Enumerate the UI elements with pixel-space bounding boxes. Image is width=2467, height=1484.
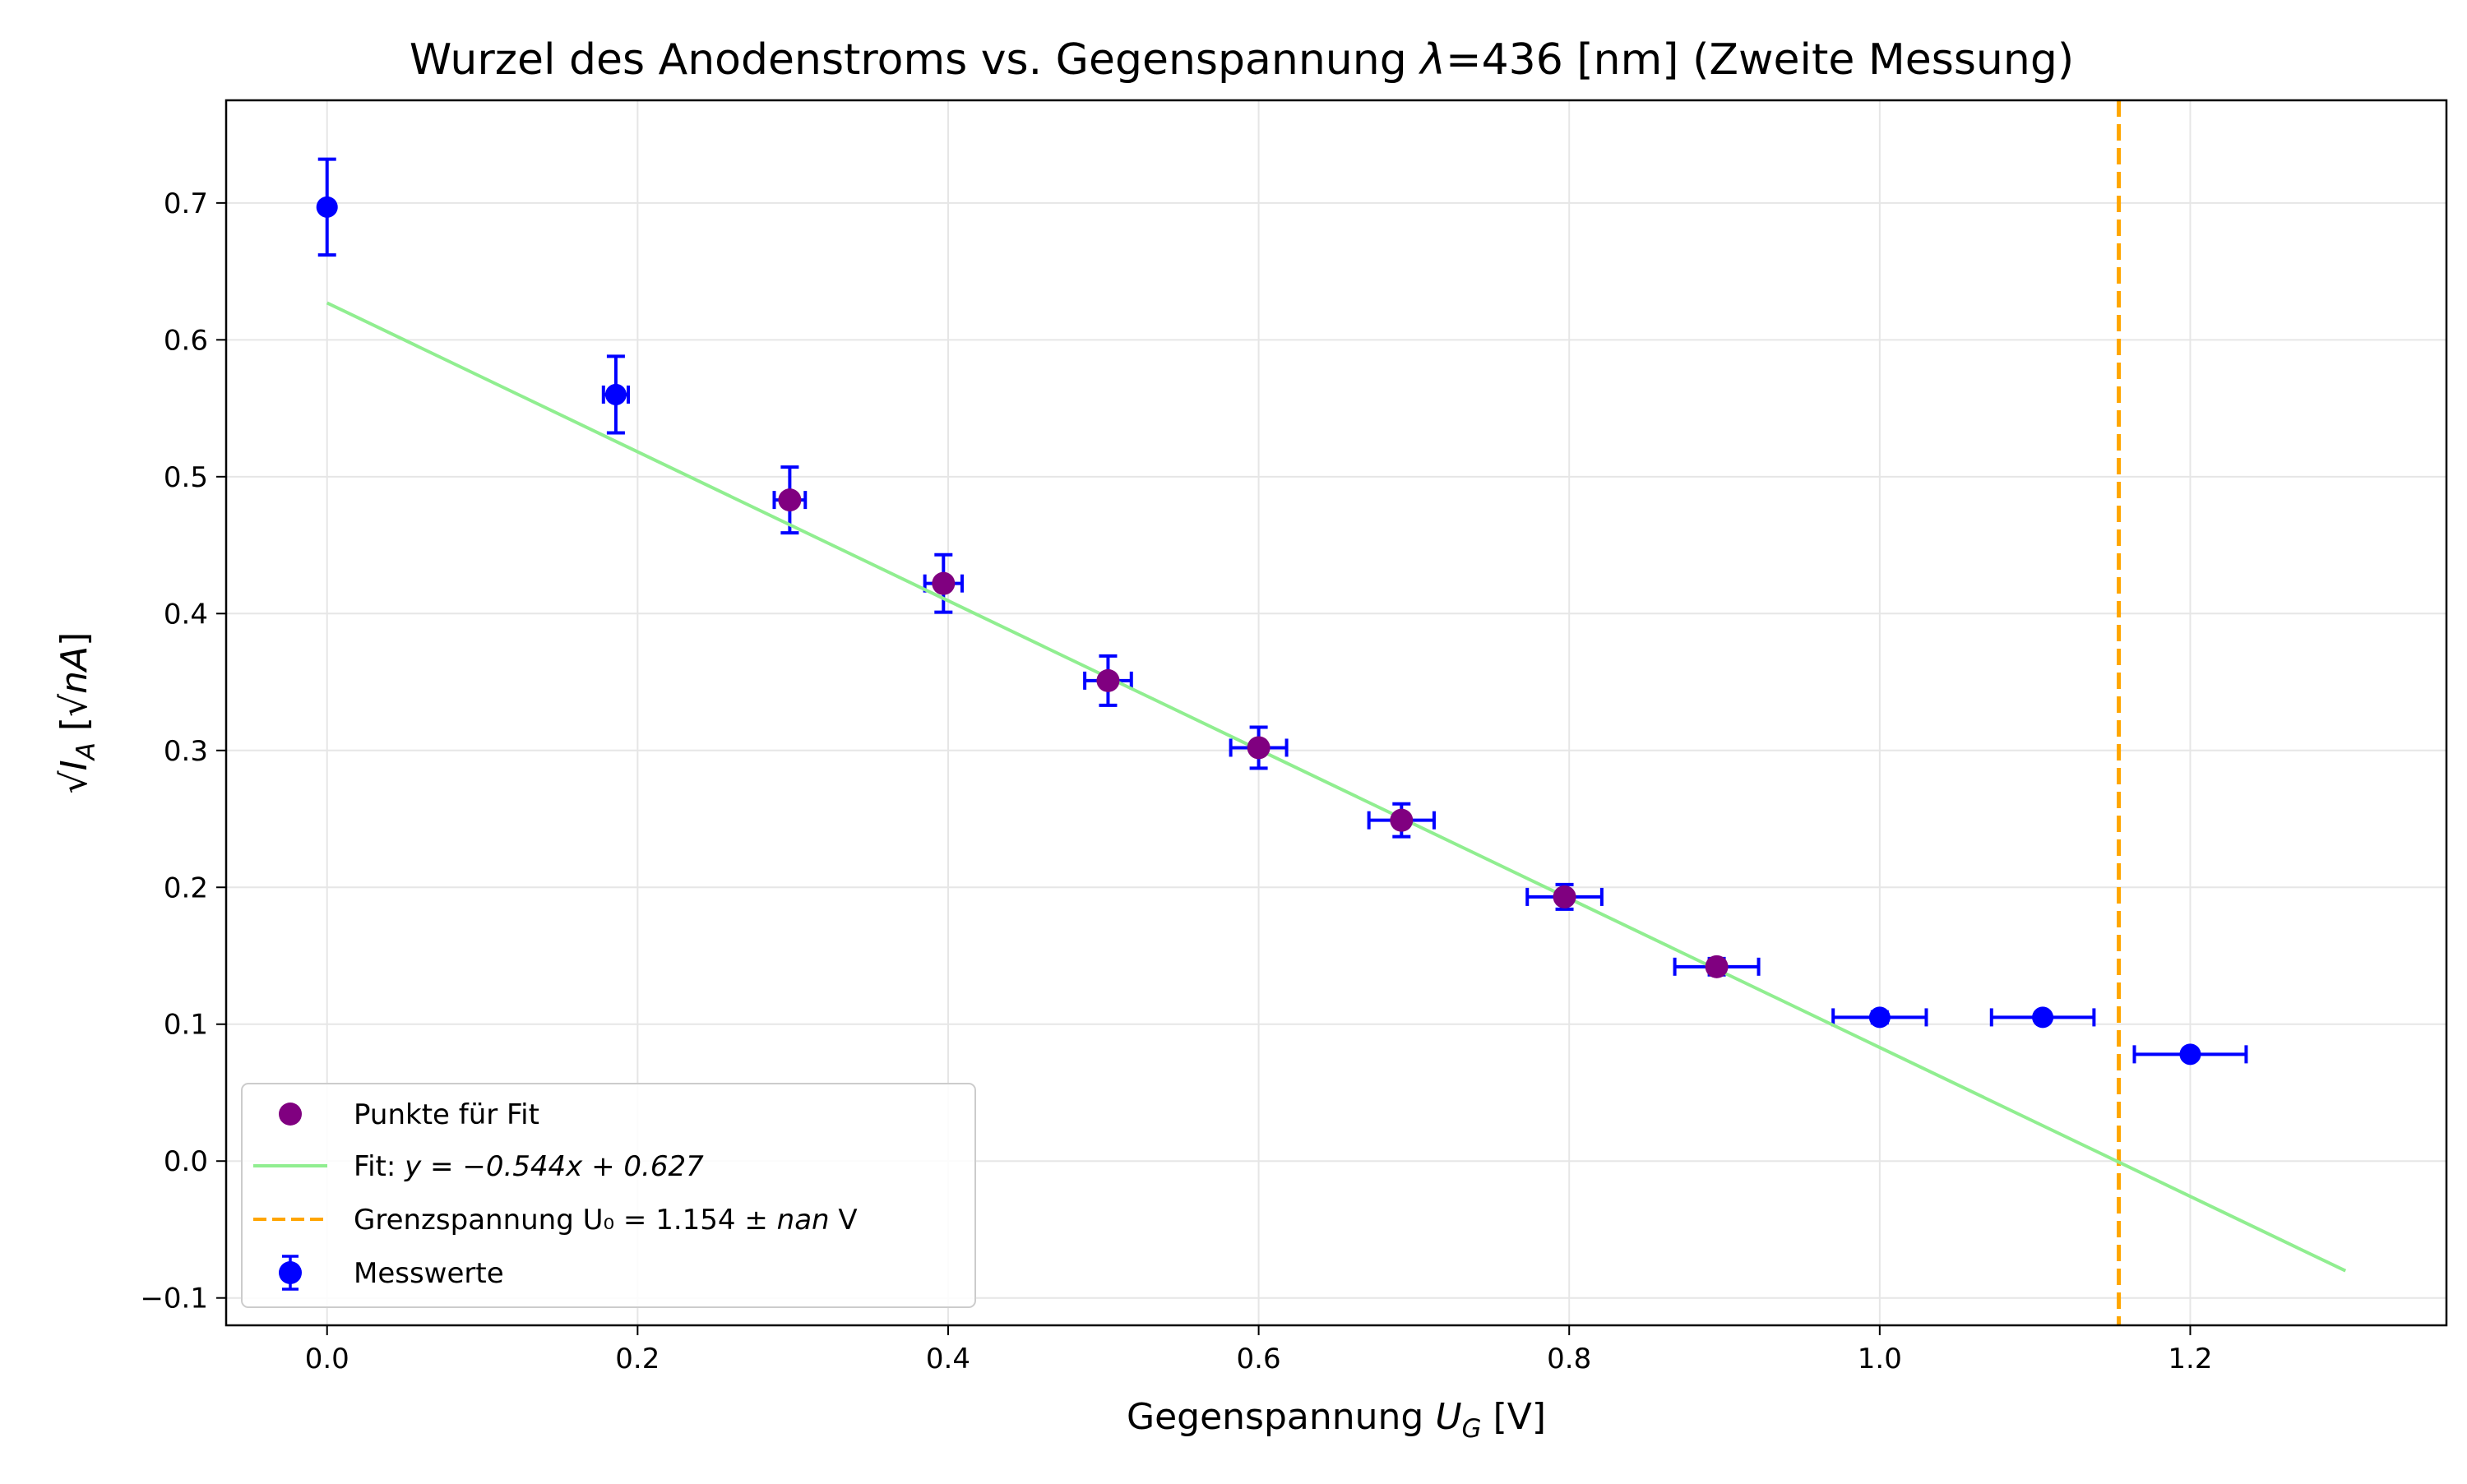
legend-frame <box>241 1083 976 1308</box>
fit-point <box>1390 808 1414 832</box>
fit-point <box>1096 668 1120 692</box>
x-tick-label: 0.6 <box>1237 1343 1281 1375</box>
measurement-point <box>2132 1043 2248 1066</box>
legend-marker-fit-points <box>279 1103 302 1126</box>
x-tick-label: 0.8 <box>1547 1343 1591 1375</box>
fit-line <box>326 301 2347 1273</box>
y-tick-label: 0.1 <box>164 1009 208 1042</box>
y-tick-label: 0.2 <box>164 871 208 904</box>
legend: Punkte für Fit Fit: y = −0.544x + 0.627 … <box>241 1083 976 1308</box>
legend-label-fit-points: Punkte für Fit <box>354 1098 539 1131</box>
legend-label-cutoff-line: Grenzspannung U₀ = 1.154 ± nan V <box>354 1204 858 1237</box>
x-tick-label: 1.0 <box>1858 1343 1902 1375</box>
legend-marker-measurements <box>279 1255 302 1291</box>
y-axis-label: √IA [√nA] <box>53 632 101 794</box>
measurement-point <box>316 157 338 257</box>
fit-point <box>1705 955 1729 978</box>
measurement-marker <box>316 196 338 218</box>
fit-point <box>778 488 802 512</box>
y-tick-label: 0.0 <box>164 1145 208 1178</box>
y-tick-label: 0.5 <box>164 461 208 494</box>
y-tick-label: 0.7 <box>164 187 208 220</box>
measurement-marker <box>2179 1043 2201 1066</box>
x-tick-label: 0.0 <box>305 1343 349 1375</box>
fit-point <box>932 571 956 595</box>
y-tick-label: 0.4 <box>164 598 208 631</box>
plot-area <box>316 100 2347 1325</box>
fit-point <box>1247 736 1271 760</box>
x-tick-label: 0.2 <box>615 1343 660 1375</box>
x-tick-label: 0.4 <box>926 1343 970 1375</box>
measurement-marker <box>604 383 627 405</box>
measurement-marker <box>1868 1006 1891 1029</box>
measurement-point <box>1989 1006 2096 1029</box>
plot-frame <box>224 99 2448 1327</box>
legend-label-measurements: Messwerte <box>354 1257 504 1290</box>
x-tick-label: 1.2 <box>2168 1343 2212 1375</box>
y-tick-label: 0.3 <box>164 735 208 768</box>
fit-point <box>1553 885 1576 908</box>
chart-title: Wurzel des Anodenstroms vs. Gegenspannun… <box>410 35 2074 85</box>
legend-label-fit-line: Fit: y = −0.544x + 0.627 <box>354 1150 704 1183</box>
y-tick-label: −0.1 <box>140 1283 208 1315</box>
measurement-point <box>601 354 631 435</box>
y-tick-label: 0.6 <box>164 324 208 357</box>
x-axis-label: Gegenspannung UG [V] <box>1127 1396 1546 1444</box>
axis-ticks: 0.0 0.2 0.4 0.6 0.8 1.0 1.2 −0.1 0.0 0.1 0.2 0.3 0.4… <box>140 187 2212 1375</box>
measurement-marker <box>2032 1006 2054 1029</box>
